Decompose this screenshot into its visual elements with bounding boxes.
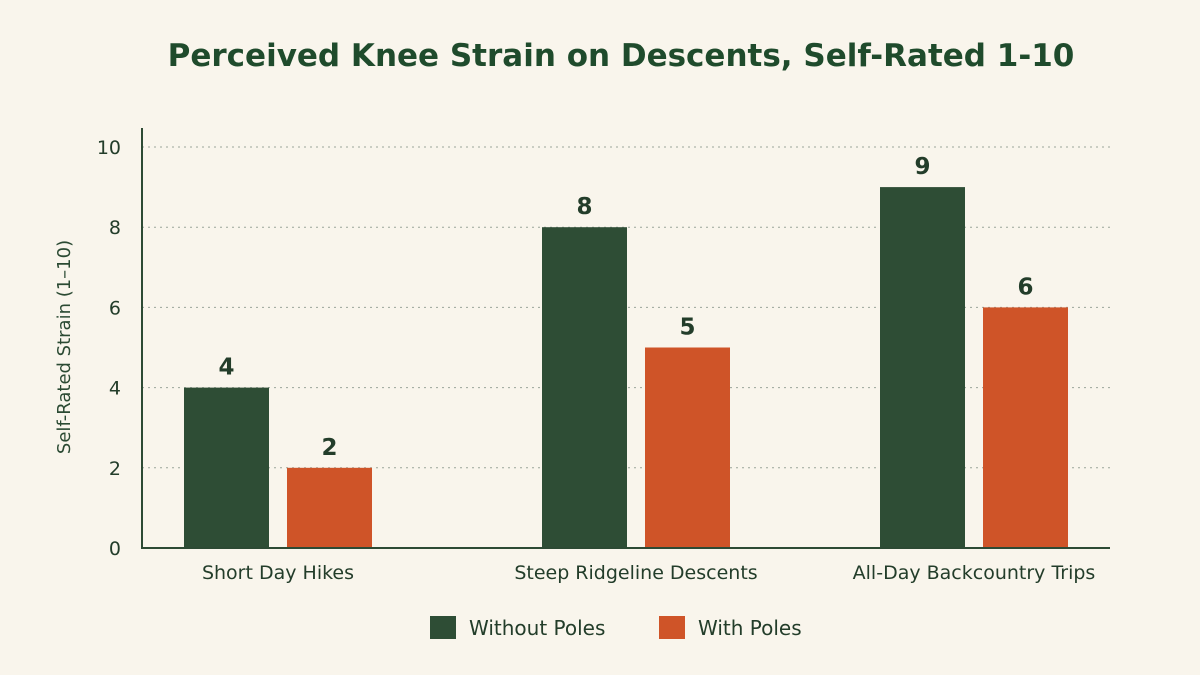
x-category-label: Short Day Hikes [202,562,354,584]
bar-value-label: 4 [218,355,234,381]
bars [184,187,1068,548]
y-tick-label: 4 [109,378,121,400]
bar-value-label: 8 [576,194,592,220]
y-axis-ticks: 0 2 4 6 8 10 [97,137,121,560]
x-category-label: Steep Ridgeline Descents [514,562,757,584]
y-tick-label: 10 [97,137,121,159]
y-tick-label: 8 [109,217,121,239]
bar-value-label: 9 [914,154,930,180]
x-axis-categories: Short Day Hikes Steep Ridgeline Descents A… [202,562,1095,584]
y-tick-label: 6 [109,297,121,319]
bar [645,347,730,548]
bar-value-label: 2 [321,435,337,461]
bar [880,187,965,548]
x-category-label: All-Day Backcountry Trips [853,562,1096,584]
y-tick-label: 2 [109,458,121,480]
bar-value-label: 5 [679,315,695,341]
legend-swatch [659,616,685,639]
legend-swatch [430,616,456,639]
y-tick-label: 0 [109,538,121,560]
bar-value-label: 6 [1017,274,1033,300]
bar [542,227,627,548]
y-axis-label: Self-Rated Strain (1–10) [54,240,75,454]
bar [983,307,1068,548]
chart-title: Perceived Knee Strain on Descents, Self-… [168,38,1075,74]
legend: Without Poles With Poles [430,616,802,640]
bar [287,467,372,548]
legend-label: Without Poles [469,616,605,640]
bar [184,387,269,548]
legend-label: With Poles [698,616,802,640]
data-labels: 4 2 8 5 9 6 [218,154,1033,461]
